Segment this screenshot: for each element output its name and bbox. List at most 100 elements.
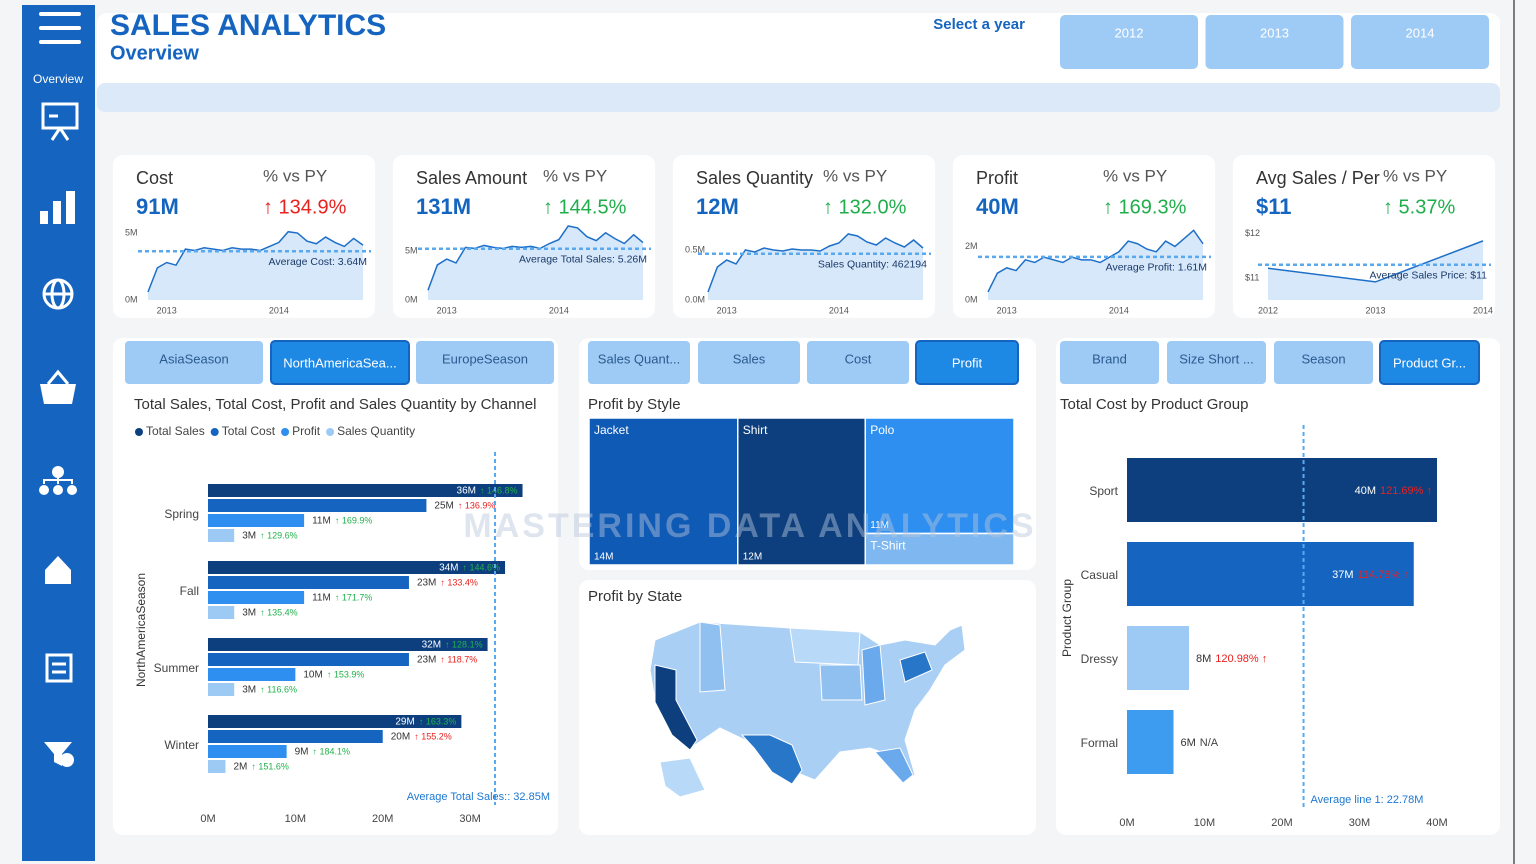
tab-button[interactable]: [1379, 340, 1480, 385]
category-label: Casual: [1081, 568, 1118, 582]
tab-label[interactable]: Sales: [733, 351, 766, 366]
category-label: Dressy: [1081, 652, 1118, 666]
change-label: ↑ 146.8%: [480, 485, 518, 495]
x-tick-label: 2013: [997, 305, 1017, 315]
kpi-change: ↑ 169.3%: [1103, 196, 1187, 218]
value-label: 25M: [434, 501, 453, 512]
x-tick-label: 2014: [549, 305, 569, 315]
y-tick-label: 5M: [125, 227, 138, 237]
value-label: 40M: [1355, 485, 1376, 497]
tab-button[interactable]: [270, 340, 410, 385]
bar: [208, 514, 305, 527]
hierarchy-icon[interactable]: [39, 466, 77, 495]
bar: [208, 529, 235, 542]
tab-label[interactable]: Season: [1301, 351, 1345, 366]
bar: [208, 638, 488, 651]
globe-icon[interactable]: [42, 278, 74, 310]
year-button-label[interactable]: 2013: [1260, 25, 1289, 40]
tab-label[interactable]: Sales Quant...: [598, 351, 680, 366]
change-label: 121.69% ↑: [1380, 485, 1432, 497]
tab-label[interactable]: Size Short ...: [1179, 351, 1253, 366]
tab-label[interactable]: Product Gr...: [1393, 355, 1466, 370]
cell-label: Shirt: [743, 423, 768, 437]
value-label: 34M: [439, 563, 458, 574]
kpi-value: 131M: [416, 194, 471, 219]
bar: [1127, 710, 1174, 774]
bar: [208, 715, 462, 728]
bar: [208, 576, 409, 589]
change-label: ↑ 184.1%: [313, 746, 351, 756]
year-button[interactable]: [1351, 15, 1489, 69]
tab-label[interactable]: AsiaSeason: [159, 351, 228, 366]
bar: [208, 653, 409, 666]
tab-button[interactable]: [807, 341, 909, 384]
y-tick-label: $11: [1245, 272, 1259, 282]
page-subtitle: Overview: [110, 42, 199, 64]
home-icon[interactable]: [45, 556, 71, 584]
report-icon[interactable]: [45, 653, 73, 683]
kpi-compare-label: % vs PY: [263, 166, 327, 185]
year-button-label[interactable]: 2014: [1406, 25, 1435, 40]
cell-value-label: 11M: [870, 520, 889, 531]
year-button-label[interactable]: 2012: [1115, 25, 1144, 40]
bar: [208, 745, 287, 758]
tab-button[interactable]: [125, 341, 263, 384]
change-label: ↑ 153.9%: [327, 669, 365, 679]
tab-label[interactable]: Cost: [845, 351, 872, 366]
change-label: ↑ 155.2%: [414, 731, 452, 741]
bar-chart-icon[interactable]: [40, 191, 75, 224]
filter-icon[interactable]: [44, 742, 74, 767]
legend-label: Total Sales: [146, 424, 205, 438]
change-label: ↑ 135.4%: [260, 607, 298, 617]
kpi-change: ↑ 132.0%: [823, 196, 907, 218]
tab-button[interactable]: [698, 341, 800, 384]
tab-label[interactable]: EuropeSeason: [442, 351, 528, 366]
bar: [1127, 458, 1437, 522]
x-tick-label: 2013: [717, 305, 737, 315]
tab-button[interactable]: [915, 340, 1019, 385]
basket-icon[interactable]: [40, 369, 76, 404]
tab-label[interactable]: Brand: [1092, 351, 1127, 366]
tab-button[interactable]: [416, 341, 554, 384]
y-tick-label: 5M: [405, 246, 418, 256]
kpi-title: Sales Amount: [416, 168, 527, 188]
header-strip: [97, 83, 1500, 112]
tab-button[interactable]: [1274, 341, 1373, 384]
tab-button[interactable]: [588, 341, 690, 384]
x-tick-label: 2013: [1365, 305, 1385, 315]
change-label: ↑ 163.3%: [419, 716, 457, 726]
x-tick-label: 10M: [285, 813, 306, 825]
value-label: 11M: [312, 593, 331, 604]
us-map: [649, 621, 966, 798]
area-line: [987, 229, 1204, 293]
year-button[interactable]: [1205, 15, 1344, 69]
tab-button[interactable]: [1167, 341, 1266, 384]
kpi-value: 12M: [696, 194, 739, 219]
average-label: Average Profit: 1.61M: [1106, 262, 1207, 274]
x-tick-label: 2014: [269, 305, 289, 315]
tab-button[interactable]: [1060, 341, 1159, 384]
area-fill: [1268, 240, 1483, 300]
tab-label[interactable]: Profit: [952, 355, 983, 370]
kpi-compare-label: % vs PY: [1103, 166, 1167, 185]
presentation-icon[interactable]: [41, 102, 79, 141]
kpi-title: Sales Quantity: [696, 168, 813, 188]
area-fill: [428, 225, 643, 300]
year-button[interactable]: [1060, 15, 1198, 69]
x-tick-label: 20M: [372, 813, 393, 825]
value-label: 8M: [1196, 653, 1211, 665]
x-tick-label: 2014: [829, 305, 849, 315]
category-label: Fall: [180, 584, 199, 598]
menu-icon[interactable]: [39, 12, 81, 44]
area-line: [1267, 240, 1484, 283]
change-label: ↑ 169.9%: [335, 515, 373, 525]
tab-label[interactable]: NorthAmericaSea...: [283, 355, 396, 370]
change-label: ↑ 151.6%: [251, 761, 289, 771]
bar: [208, 730, 383, 743]
kpi-compare-label: % vs PY: [823, 166, 887, 185]
average-label: Average Sales Price: $11: [1369, 269, 1487, 281]
treemap-cell: [588, 417, 739, 566]
kpi-title: Avg Sales / Per: [1256, 168, 1380, 188]
